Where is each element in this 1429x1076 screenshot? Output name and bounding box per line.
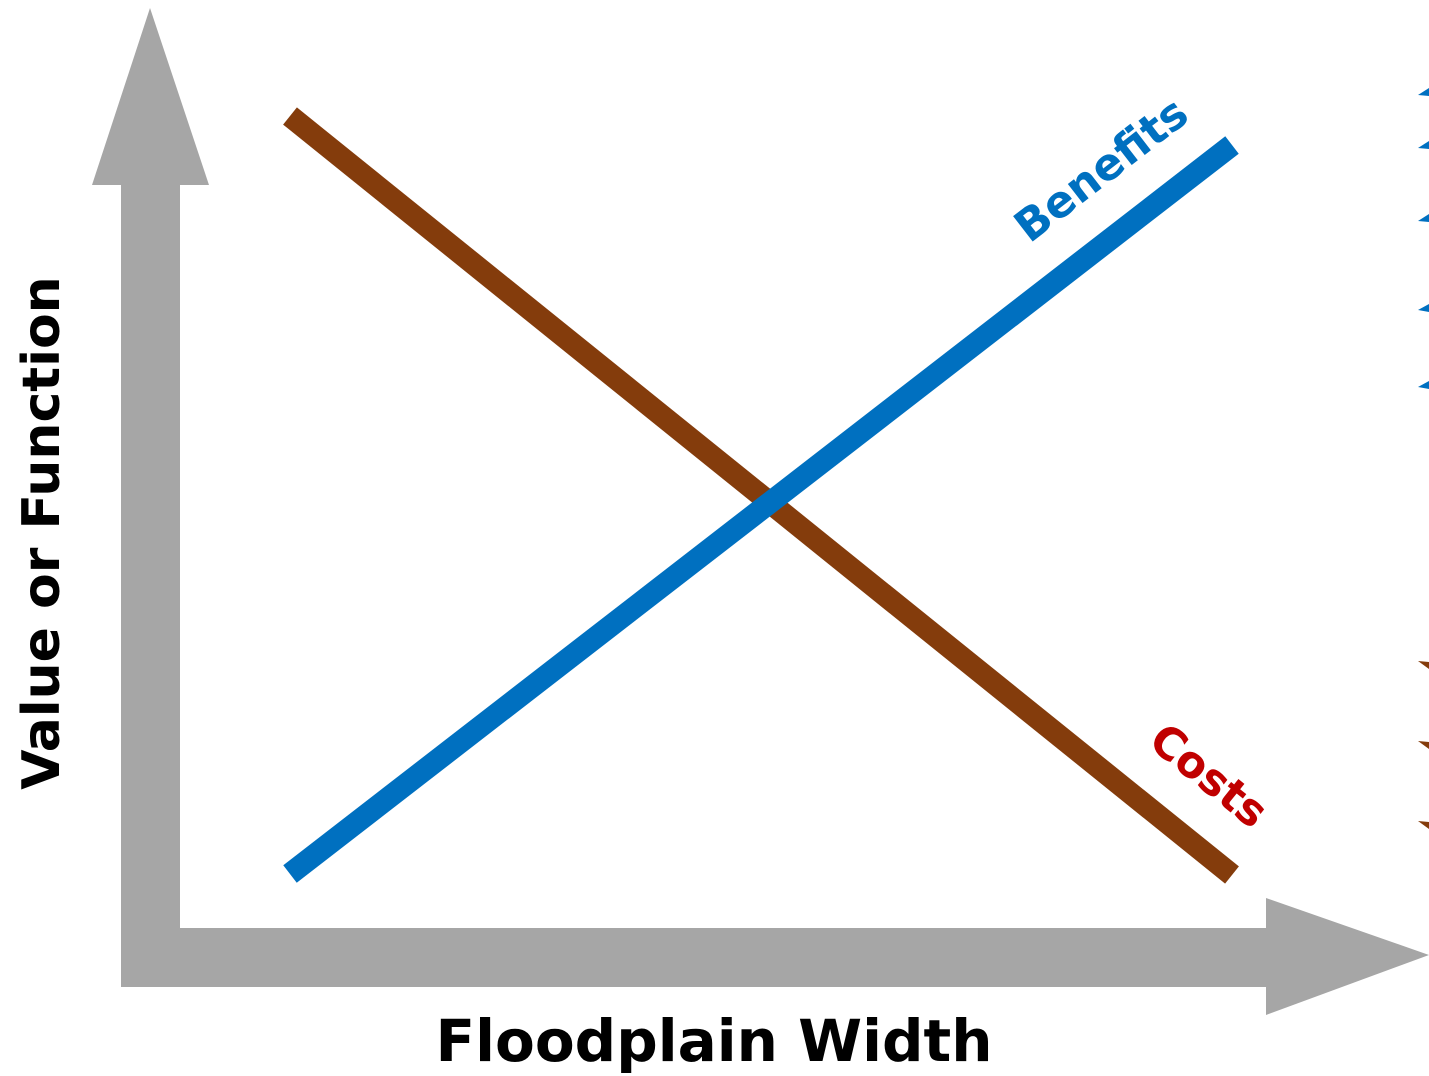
y-axis-label: Value or Function	[12, 276, 72, 789]
edge-fragments	[1418, 661, 1429, 829]
x-axis-head	[1266, 898, 1429, 1015]
benefits-line	[283, 136, 1239, 883]
y-axis-shaft	[121, 180, 180, 987]
x-axis-label: Floodplain Width	[435, 1007, 992, 1075]
costs-line	[283, 107, 1239, 884]
x-axis-shaft	[121, 928, 1271, 987]
benefits-label: Benefits	[1005, 87, 1198, 252]
edge-fragments	[1418, 88, 1429, 389]
y-axis-head	[92, 8, 209, 185]
